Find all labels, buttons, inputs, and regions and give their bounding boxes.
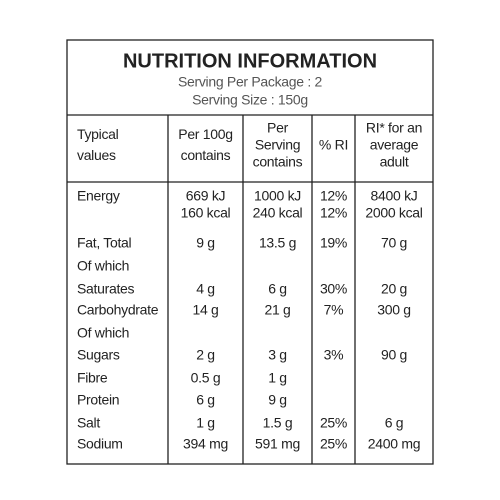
cell-value: 30% [320, 281, 347, 297]
cell-value: 25% [320, 415, 347, 431]
cell-value: 1.5 g [263, 415, 293, 431]
cell-value: 394 mg [183, 436, 228, 452]
column-header: contains [253, 154, 303, 170]
cell-value: 3 g [268, 347, 287, 363]
row-label: Fibre [77, 370, 108, 386]
cell-value: 9 g [196, 235, 215, 251]
cell-value: 669 kJ [186, 188, 225, 204]
outer-border [66, 39, 434, 465]
column-header: values [77, 147, 116, 163]
title: NUTRITION INFORMATION [123, 50, 377, 72]
column-header: RI* for an [366, 120, 422, 136]
cell-value: 2400 mg [368, 436, 420, 452]
row-label: Energy [77, 188, 120, 204]
cell-value: 160 kcal [181, 205, 231, 221]
cell-value: 1 g [196, 415, 215, 431]
cell-value: 4 g [196, 281, 215, 297]
column-header: Per [267, 120, 289, 136]
cell-value: 6 g [196, 392, 215, 408]
cell-value: 21 g [264, 302, 290, 318]
serving-per-package: Serving Per Package : 2 [178, 74, 323, 90]
cell-value: 591 mg [255, 436, 300, 452]
cell-value: 6 g [385, 415, 404, 431]
cell-value: 6 g [268, 281, 287, 297]
column-header: average [370, 137, 419, 153]
column-header: Typical [77, 126, 119, 142]
cell-value: 70 g [381, 235, 407, 251]
cell-value: 2 g [196, 347, 215, 363]
row-label: Of which [77, 258, 129, 274]
column-header: Serving [255, 137, 300, 153]
row-label: Protein [77, 392, 119, 408]
serving-size: Serving Size : 150g [192, 92, 308, 108]
cell-value: 12% [320, 188, 347, 204]
cell-value: 19% [320, 235, 347, 251]
cell-value: 9 g [268, 392, 287, 408]
row-label: Sodium [77, 436, 123, 452]
cell-value: 1 g [268, 370, 287, 386]
cell-value: 25% [320, 436, 347, 452]
row-label: Of which [77, 325, 129, 341]
cell-value: 14 g [192, 302, 218, 318]
cell-value: 1000 kJ [254, 188, 301, 204]
row-label: Sugars [77, 347, 120, 363]
cell-value: 3% [324, 347, 344, 363]
cell-value: 300 g [377, 302, 411, 318]
column-header: Per 100g [178, 126, 232, 142]
cell-value: 0.5 g [191, 370, 221, 386]
cell-value: 90 g [381, 347, 407, 363]
cell-value: 12% [320, 205, 347, 221]
cell-value: 2000 kcal [365, 205, 422, 221]
cell-value: 7% [324, 302, 344, 318]
cell-value: 8400 kJ [371, 188, 418, 204]
row-label: Carbohydrate [77, 302, 159, 318]
column-header: contains [181, 147, 231, 163]
row-label: Saturates [77, 281, 135, 297]
column-header: adult [380, 154, 409, 170]
row-label: Salt [77, 415, 100, 431]
cell-value: 13.5 g [259, 235, 296, 251]
cell-value: 240 kcal [253, 205, 303, 221]
column-header: % RI [319, 137, 348, 153]
cell-value: 20 g [381, 281, 407, 297]
row-label: Fat, Total [77, 235, 132, 251]
